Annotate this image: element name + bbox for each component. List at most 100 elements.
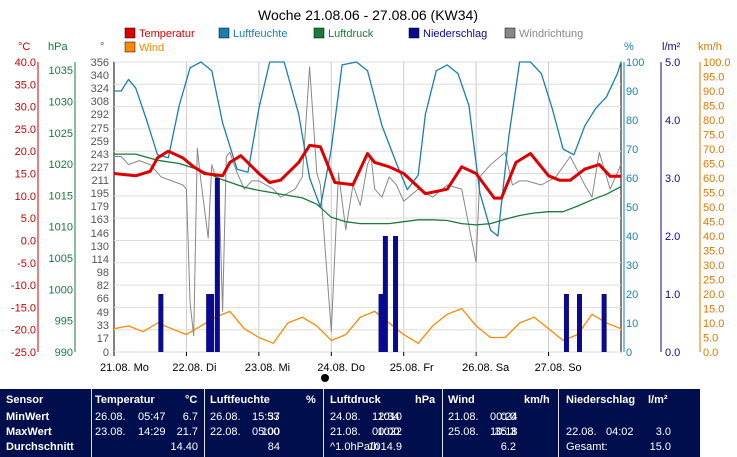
tick-label-direction: 179 (91, 201, 109, 213)
tick-label-direction: 0 (103, 347, 109, 359)
legend-swatch (313, 27, 325, 39)
wind-max-date: 25.08. (448, 426, 479, 438)
moon-phase-icon (321, 374, 329, 382)
pressure-max-date: 21.08. (330, 426, 361, 438)
tick-label-direction: 66 (97, 293, 109, 305)
legend-swatch (408, 27, 420, 39)
pressure-unit: hPa (415, 394, 436, 406)
tick-label-rain: 0.0 (665, 347, 680, 359)
sensor-header: Sensor (6, 394, 44, 406)
statistics-table: Sensor MinWert MaxWert Durchschnitt Temp… (0, 389, 700, 457)
legend-label: Wind (139, 42, 164, 54)
rain-header: Niederschlag (566, 394, 636, 406)
tick-label-rain: 2.0 (665, 231, 680, 243)
humidity-min-time: 15:53 (252, 411, 280, 423)
tick-label-wind: 100.0 (703, 57, 731, 69)
legend-swatch (124, 27, 136, 39)
tick-label-rain: 1.0 (665, 289, 680, 301)
wind-unit: km/h (524, 394, 550, 406)
rain-bar (378, 294, 384, 352)
tick-label-pressure: 1020 (49, 159, 73, 171)
tick-label-pressure: 1005 (49, 253, 73, 265)
tick-label-direction: 146 (91, 228, 109, 240)
humidity-header: Luftfeuchte (210, 394, 270, 406)
wind-min-date: 21.08. (448, 411, 479, 423)
rain-bar (158, 294, 164, 352)
tick-label-temp: -5.0 (17, 258, 36, 270)
tick-label-temp: -15.0 (11, 302, 36, 314)
legend-swatch (218, 27, 230, 39)
tick-label-temp: 30.0 (15, 102, 36, 114)
tick-label-humidity: 80 (626, 115, 638, 127)
tick-label-direction: 211 (91, 175, 109, 187)
tick-label-direction: 292 (91, 109, 109, 121)
tick-label-direction: 163 (91, 214, 109, 226)
rain-bar (209, 294, 215, 352)
temp-max-time: 14:29 (138, 426, 166, 438)
tick-label-direction: 33 (97, 320, 109, 332)
tick-label-direction: 49 (97, 307, 109, 319)
legend-label: Temperatur (139, 28, 195, 40)
tick-label-pressure: 1030 (49, 96, 73, 108)
tick-label-humidity: 100 (626, 57, 644, 69)
temp-header: Temperatur (95, 394, 155, 406)
tick-label-pressure: 1015 (49, 190, 73, 202)
axis-unit-direction: ° (100, 41, 104, 53)
axis-unit-wind: km/h (698, 41, 722, 53)
series-line-luftfeuchte (114, 61, 622, 237)
axis-unit-pressure: hPa (48, 41, 68, 53)
legend-label: Windrichtung (519, 28, 583, 40)
pressure-min-value: 1010 (377, 411, 402, 423)
rain-bar (206, 294, 212, 352)
tick-label-humidity: 40 (626, 231, 638, 243)
tick-label-direction: 308 (91, 96, 109, 108)
wind-min-value: 0.0 (500, 411, 516, 423)
tick-label-humidity: 0 (626, 347, 632, 359)
tick-label-temp: -25.0 (11, 347, 36, 359)
tick-label-rain: 4.0 (665, 115, 680, 127)
tick-label-wind: 85.0 (703, 101, 724, 113)
rain-bar (382, 236, 388, 352)
tick-label-temp: 0.0 (21, 235, 36, 247)
tick-label-temp: 5.0 (21, 213, 36, 225)
tick-label-pressure: 995 (55, 316, 73, 328)
chart-title: Woche 21.08.06 - 27.08.06 (KW34) (258, 7, 478, 23)
temp-min-date: 26.08. (95, 411, 126, 423)
tick-label-direction: 130 (91, 241, 109, 253)
tick-label-pressure: 1035 (49, 65, 73, 77)
humidity-min-date: 26.08. (210, 411, 241, 423)
rain-bar (214, 178, 220, 352)
tick-label-humidity: 60 (626, 173, 638, 185)
tick-label-wind: 65.0 (703, 159, 724, 171)
wind-max-time: 10:18 (490, 426, 518, 438)
tick-label-wind: 60.0 (703, 173, 724, 185)
temp-max-value: 21.7 (176, 426, 198, 438)
series-line-luftdruck (114, 153, 622, 226)
legend-label: Luftfeuchte (233, 28, 287, 40)
tick-label-wind: 70.0 (703, 144, 724, 156)
tick-label-pressure: 990 (55, 347, 73, 359)
rain-total-label: Gesamt: (566, 441, 608, 453)
x-tick-label: 27.08. So (535, 362, 582, 374)
axis-unit-rain: l/m² (662, 41, 681, 53)
weather-chart: Woche 21.08.06 - 27.08.06 (KW34) Temperat… (11, 7, 731, 382)
tick-label-humidity: 10 (626, 318, 638, 330)
temp-min-time: 05:47 (138, 411, 166, 423)
x-tick-label: 21.08. Mo (100, 362, 149, 374)
pressure-max-value: 1022 (377, 426, 402, 438)
tick-label-temp: -20.0 (11, 325, 36, 337)
tick-label-direction: 243 (91, 149, 109, 161)
tick-label-direction: 227 (91, 162, 109, 174)
tick-label-direction: 324 (91, 83, 109, 95)
humidity-avg: 84 (267, 441, 280, 453)
tick-label-wind: 90.0 (703, 86, 724, 98)
wind-header: Wind (448, 394, 475, 406)
tick-label-wind: 75.0 (703, 130, 724, 142)
tick-label-wind: 95.0 (703, 72, 724, 84)
series-line-wind (113, 307, 622, 344)
series-line-windrichtung (114, 66, 622, 337)
rain-total: 15.0 (649, 441, 671, 453)
temp-min-value: 6.7 (182, 411, 198, 423)
rain-max-value: 3.0 (655, 426, 671, 438)
rain-max-date: 22.08. (566, 426, 597, 438)
